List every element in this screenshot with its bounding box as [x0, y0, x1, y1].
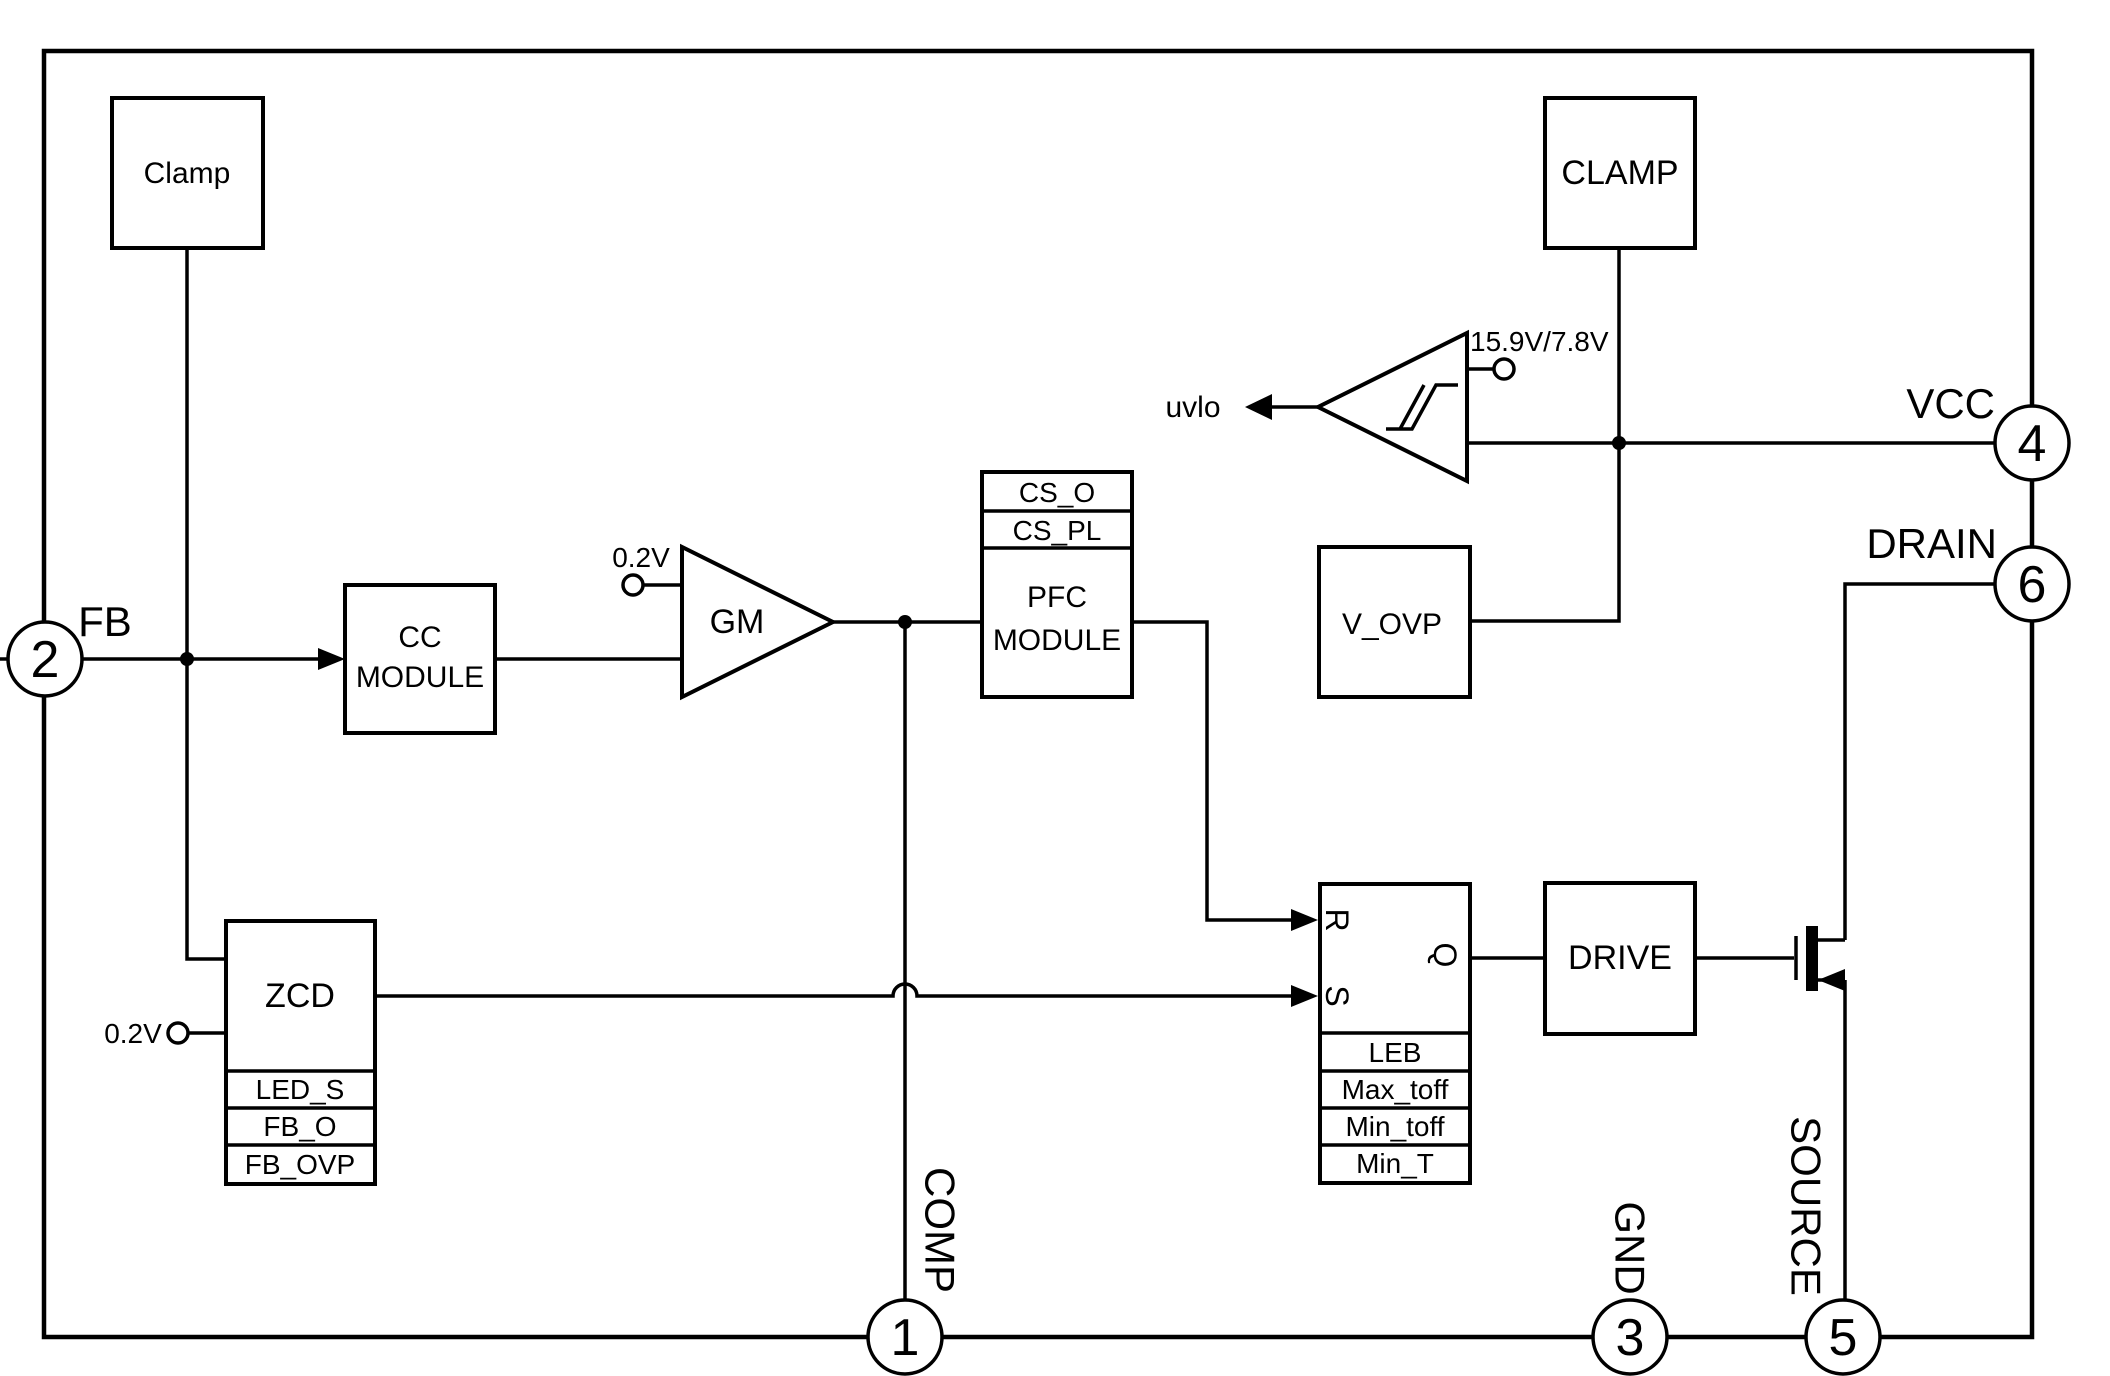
zcd-to-s-wire [375, 982, 1295, 998]
gm-label: GM [710, 603, 765, 641]
pin-circle-fb [6, 620, 84, 698]
mosfet-body-arrow [1818, 969, 1845, 991]
vovp-wire [1470, 443, 1621, 623]
pfc-label-line1: PFC [1027, 581, 1087, 614]
gm-ref-label: 0.2V [612, 542, 670, 573]
mosfet-symbol [1794, 926, 1845, 991]
mosfet-channel-bar [1806, 926, 1818, 991]
vovp-block: V_OVP [1317, 545, 1472, 699]
pin-comp: 1 COMP [866, 1167, 964, 1376]
pin-label-drain: DRAIN [1866, 520, 1997, 567]
latch-r-label: R [1319, 908, 1355, 931]
pin-number-source: 5 [1829, 1309, 1858, 1367]
pin-number-drain: 6 [2018, 556, 2047, 614]
latch-cell-maxtoff: Max_toff [1342, 1074, 1449, 1105]
clamp-vcc-block: CLAMP [1543, 96, 1697, 250]
pin-circle-gnd [1591, 1298, 1669, 1376]
pin-label-gnd: GND [1607, 1201, 1654, 1294]
gm-ref-terminal [621, 573, 645, 597]
drive-label: DRIVE [1568, 939, 1672, 977]
latch-cell-mint: Min_T [1356, 1148, 1434, 1179]
pfc-label-line2: MODULE [993, 624, 1121, 657]
zcd-label: ZCD [265, 977, 335, 1015]
latch-q-label: Q [1427, 943, 1463, 968]
gm-amplifier: GM 0.2V [612, 542, 838, 701]
drain-wire [1843, 582, 1996, 940]
zcd-block: ZCD LED_S FB_O FB_OVP 0.2V [104, 919, 377, 1186]
vovp-box [1317, 545, 1472, 699]
pin-fb: 2 FB [6, 598, 132, 698]
uvlo-label: uvlo [1165, 391, 1220, 424]
pfc-module-block: CS_O CS_PL PFC MODULE [980, 470, 1134, 699]
pfc-cell-cso: CS_O [1019, 477, 1095, 508]
threshold-terminal [1492, 357, 1516, 381]
pin-label-fb: FB [78, 598, 132, 645]
fb-arrowhead [318, 648, 345, 670]
pin-circle-source [1804, 1298, 1882, 1376]
clamp-vcc-label: CLAMP [1561, 154, 1678, 192]
wires [0, 248, 1996, 1301]
zcd-cell-fbo: FB_O [263, 1111, 336, 1142]
pin-label-vcc: VCC [1906, 380, 1995, 427]
zcd-cell-fbovp: FB_OVP [245, 1149, 355, 1180]
drive-block: DRIVE [1543, 881, 1697, 1036]
cc-module-box [343, 583, 497, 735]
r-arrowhead [1291, 909, 1318, 931]
latch-cell-mintoff: Min_toff [1345, 1111, 1444, 1142]
gm-triangle [680, 543, 838, 701]
pin-vcc: 4 VCC [1906, 380, 2071, 482]
clamp-to-zcd-wire [185, 248, 226, 961]
clamp-top-left-block: Clamp [110, 96, 265, 250]
pin-gnd: 3 GND [1591, 1201, 1669, 1376]
clamp-top-left-box [110, 96, 265, 250]
pin-circle-comp [866, 1298, 944, 1376]
clamp-vcc-box [1543, 96, 1697, 250]
pin-drain: 6 DRAIN [1866, 520, 2071, 623]
s-arrowhead [1291, 985, 1318, 1007]
drive-box [1543, 881, 1697, 1036]
zcd-ref-label: 0.2V [104, 1018, 162, 1049]
pin-number-comp: 1 [891, 1309, 920, 1367]
pin-number-vcc: 4 [2018, 415, 2047, 473]
pin-number-fb: 2 [31, 631, 60, 689]
zcd-cell-leds: LED_S [256, 1074, 345, 1105]
pin-label-comp: COMP [917, 1167, 964, 1293]
pin-circle-drain [1993, 545, 2071, 623]
pin-circle-vcc [1993, 404, 2071, 482]
cc-module-block: CC MODULE [343, 583, 497, 735]
fb-junction-dot [180, 652, 194, 666]
uvlo-comparator: 15.9V/7.8V uvlo [1165, 326, 1609, 485]
latch-s-label: S [1319, 985, 1355, 1006]
comparator-triangle [1313, 329, 1469, 485]
vovp-label: V_OVP [1342, 608, 1442, 641]
pin-number-gnd: 3 [1616, 1309, 1645, 1367]
pin-source: 5 SOURCE [1783, 1116, 1882, 1376]
clamp-top-left-label: Clamp [144, 157, 231, 190]
pfc-cell-cspl: CS_PL [1013, 515, 1102, 546]
pfc-to-r-wire [1132, 620, 1295, 922]
latch-cell-leb: LEB [1369, 1037, 1422, 1068]
comparator-threshold-label: 15.9V/7.8V [1470, 326, 1609, 357]
hysteresis-icon [1386, 383, 1458, 431]
rs-latch-block: R S Q LEB Max_toff Min_toff Min_T [1318, 882, 1472, 1185]
uvlo-arrowhead [1245, 394, 1272, 420]
cc-module-label-line2: MODULE [356, 661, 484, 694]
pin-label-source: SOURCE [1783, 1116, 1830, 1296]
zcd-box [224, 919, 377, 1186]
zcd-ref-terminal [166, 1021, 190, 1045]
cc-module-label-line1: CC [398, 621, 441, 654]
